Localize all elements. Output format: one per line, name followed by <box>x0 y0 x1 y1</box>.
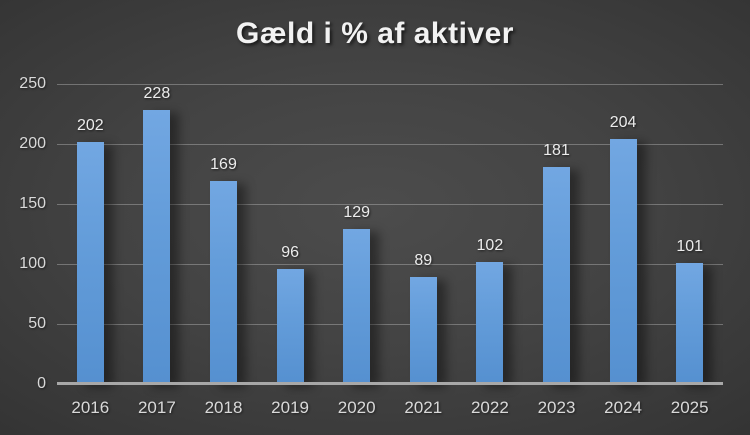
x-tick-label: 2023 <box>537 398 576 417</box>
x-tick-label: 2017 <box>137 398 176 417</box>
y-axis: 0 50 100 150 200 250 <box>0 75 46 392</box>
x-tick-label: 2018 <box>204 398 243 417</box>
x-axis-line <box>57 382 723 385</box>
x-axis: 2016 2017 2018 2019 2020 2021 2022 2023 2024 2025 <box>57 398 723 420</box>
y-tick-label: 200 <box>19 135 46 152</box>
y-tick-label: 150 <box>19 195 46 212</box>
y-tick-label: 50 <box>28 315 46 332</box>
bar-value-label: 181 <box>543 141 570 159</box>
gridline <box>57 323 723 325</box>
x-tick-label: 2024 <box>604 398 642 417</box>
chart-title: Gæld i % af aktiver <box>236 17 514 50</box>
bar-2018 <box>210 181 237 384</box>
plot-area: 202 228 169 96 129 89 102 181 204 101 <box>57 83 723 385</box>
bar-value-label: 129 <box>343 204 371 222</box>
x-tick-label: 2022 <box>470 398 509 417</box>
x-tick-label: 2020 <box>337 398 376 417</box>
x-tick-label: 2025 <box>670 398 709 417</box>
bar-2019 <box>276 268 304 384</box>
x-tick-label: 2016 <box>71 398 110 417</box>
bar-value-label: 204 <box>609 114 637 132</box>
bar-value-label: 102 <box>476 236 504 254</box>
gridline <box>57 203 723 205</box>
gridline <box>57 143 723 145</box>
bar-2023 <box>543 166 570 384</box>
bar-value-label: 89 <box>414 252 433 270</box>
x-tick-label: 2021 <box>404 398 443 417</box>
bar-2020 <box>343 229 371 384</box>
bar-2017 <box>143 110 171 384</box>
bar-value-label: 101 <box>676 237 704 255</box>
bar-2016 <box>76 141 104 384</box>
bar-2024 <box>609 139 637 384</box>
y-tick-label: 250 <box>19 75 46 92</box>
y-tick-label: 0 <box>37 375 46 392</box>
bar-value-label: 169 <box>210 156 237 174</box>
bar-value-label: 228 <box>143 85 171 103</box>
bar-value-label: 202 <box>76 116 104 134</box>
bar-value-label: 96 <box>281 243 299 261</box>
bar-2022 <box>476 261 504 384</box>
gridline <box>57 263 723 265</box>
y-tick-label: 100 <box>19 255 46 272</box>
gridline <box>57 83 723 85</box>
bar-2025 <box>676 262 704 384</box>
x-tick-label: 2019 <box>271 398 309 417</box>
bar-2021 <box>409 277 437 384</box>
